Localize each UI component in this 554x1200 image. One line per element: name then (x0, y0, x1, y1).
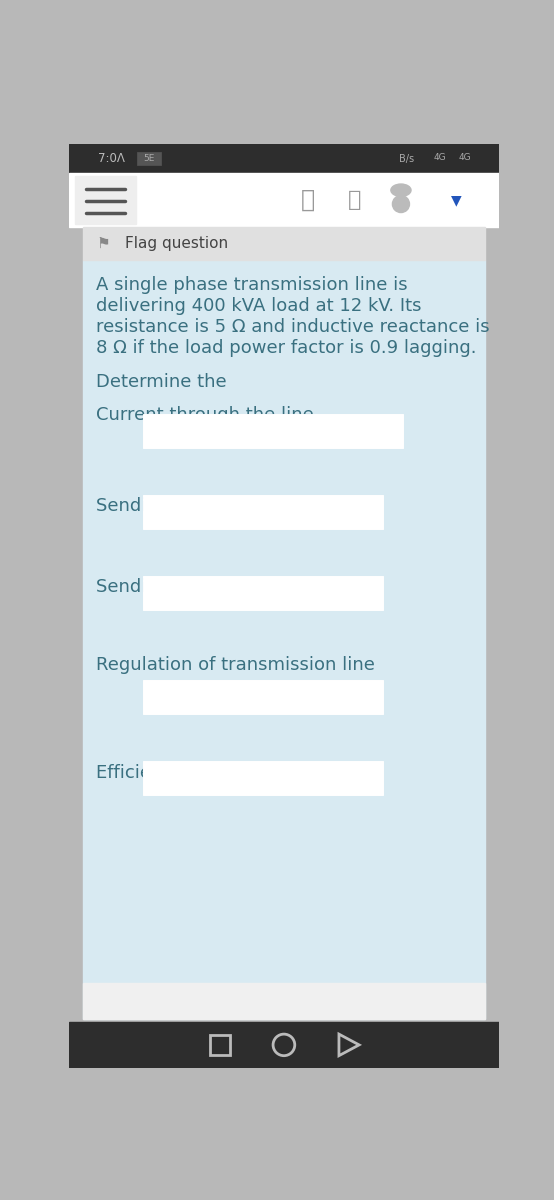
Ellipse shape (391, 184, 411, 197)
Bar (83, 227, 485, 259)
Text: Efficiency of transmission line: Efficiency of transmission line (96, 764, 366, 782)
Text: Flag question: Flag question (125, 236, 228, 251)
Bar (143, 576, 383, 610)
Bar (69, 144, 499, 173)
Text: delivering 400 kVA load at 12 kV. Its: delivering 400 kVA load at 12 kV. Its (96, 298, 422, 316)
Bar (143, 680, 383, 714)
Text: 💬: 💬 (348, 191, 361, 210)
Text: 7:0Λ: 7:0Λ (99, 152, 125, 166)
Text: Regulation of transmission line: Regulation of transmission line (96, 656, 375, 674)
Text: Sending end voltage: Sending end voltage (96, 497, 282, 515)
Bar (83, 259, 485, 1020)
Text: Sending end power factor: Sending end power factor (96, 578, 329, 596)
Text: ▼: ▼ (452, 193, 462, 208)
Text: Determine the: Determine the (96, 373, 227, 391)
Text: 4G: 4G (458, 152, 471, 162)
Text: A single phase transmission line is: A single phase transmission line is (96, 276, 408, 294)
Bar (83, 983, 485, 1020)
Bar (69, 173, 499, 227)
Bar (143, 761, 383, 794)
Circle shape (392, 196, 409, 212)
Text: resistance is 5 Ω and inductive reactance is: resistance is 5 Ω and inductive reactanc… (96, 318, 490, 336)
Text: 8 Ω if the load power factor is 0.9 lagging.: 8 Ω if the load power factor is 0.9 lagg… (96, 338, 477, 356)
Bar (75, 176, 136, 224)
Text: B/s: B/s (399, 154, 414, 163)
Text: Current through the line: Current through the line (96, 406, 314, 424)
Bar (211, 1034, 230, 1055)
Text: 4G: 4G (433, 152, 446, 162)
Bar (143, 496, 383, 529)
Text: ⚑: ⚑ (96, 236, 110, 251)
Bar (69, 1022, 499, 1068)
Text: 🔔: 🔔 (301, 188, 315, 212)
Bar (143, 414, 403, 448)
Bar (137, 151, 161, 164)
Text: 5E: 5E (143, 154, 155, 163)
